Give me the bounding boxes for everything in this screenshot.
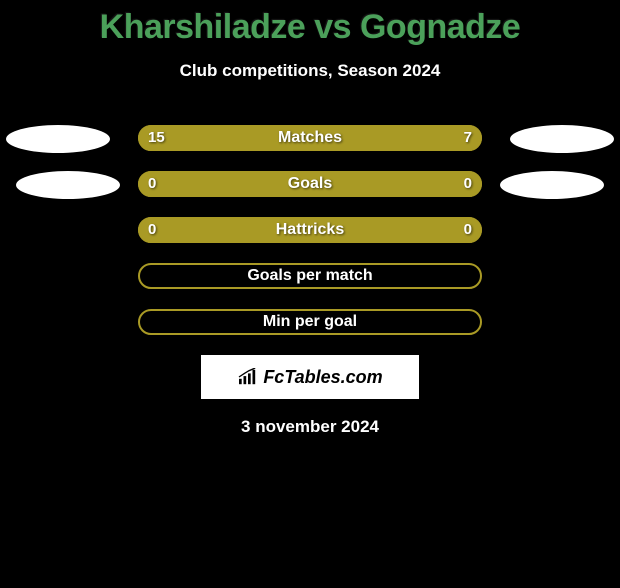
comparison-rows: Matches157Goals00Hattricks00Goals per ma…: [0, 125, 620, 335]
logo-text: FcTables.com: [263, 367, 382, 388]
stat-value-right: 0: [464, 217, 472, 243]
bar-left-fill: [138, 125, 364, 151]
page-title: Kharshiladze vs Gognadze: [0, 8, 620, 47]
player-left-ellipse: [6, 125, 110, 153]
logo-box: FcTables.com: [201, 355, 419, 399]
bar-track: [138, 171, 482, 197]
stat-value-left: 0: [148, 171, 156, 197]
stat-row: Goals per match: [0, 263, 620, 289]
bar-track: [138, 217, 482, 243]
stat-row: Hattricks00: [0, 217, 620, 243]
player-right-ellipse: [510, 125, 614, 153]
bar-right-fill: [310, 217, 482, 243]
page-subtitle: Club competitions, Season 2024: [0, 61, 620, 81]
bar-track: [138, 125, 482, 151]
stat-row: Min per goal: [0, 309, 620, 335]
stat-value-right: 7: [464, 125, 472, 151]
chart-icon: [237, 368, 259, 386]
player-left-ellipse: [16, 171, 120, 199]
stat-value-left: 15: [148, 125, 165, 151]
bar-track: [138, 263, 482, 289]
bar-left-fill: [138, 171, 310, 197]
bar-right-fill: [310, 171, 482, 197]
stat-row: Goals00: [0, 171, 620, 197]
page-date: 3 november 2024: [0, 417, 620, 437]
player-right-ellipse: [500, 171, 604, 199]
bar-left-fill: [138, 217, 310, 243]
stat-value-right: 0: [464, 171, 472, 197]
bar-track: [138, 309, 482, 335]
stat-value-left: 0: [148, 217, 156, 243]
stat-row: Matches157: [0, 125, 620, 151]
